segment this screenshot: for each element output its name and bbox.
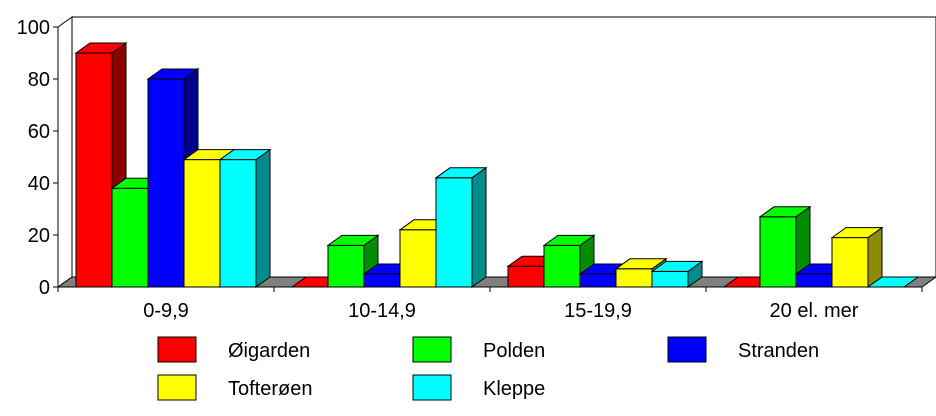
bar-Polden-15-19,9 <box>542 234 596 288</box>
y-tick-label: 0 <box>39 277 50 299</box>
legend-swatch <box>157 374 197 401</box>
legend-swatch <box>412 374 452 401</box>
bar-Tofterøen-20 el. mer <box>830 226 884 288</box>
legend-item-Kleppe: Kleppe <box>412 374 545 401</box>
x-axis: 0-9,9 10-14,9 15-19,9 20 el. mer <box>57 286 923 322</box>
y-axis: 0 20 40 60 80 100 <box>17 17 59 299</box>
legend-label: Tofterøen <box>228 378 312 400</box>
legend-swatch <box>412 336 452 363</box>
plot-area <box>56 16 936 288</box>
legend: Øigarden Polden Stranden Tofterøen Kleppe <box>157 336 819 401</box>
x-tick-label: 20 el. mer <box>770 300 859 322</box>
legend-label: Kleppe <box>483 378 545 400</box>
legend-label: Stranden <box>738 340 819 362</box>
y-tick-label: 80 <box>28 69 50 91</box>
x-tick-label: 0-9,9 <box>143 300 189 322</box>
legend-item-Polden: Polden <box>412 336 545 363</box>
y-tick-label: 60 <box>28 121 50 143</box>
y-tick-label: 40 <box>28 173 50 195</box>
legend-swatch <box>667 336 707 363</box>
legend-label: Øigarden <box>228 340 310 362</box>
x-tick-label: 15-19,9 <box>564 300 632 322</box>
y-tick-label: 100 <box>17 17 50 39</box>
y-tick-label: 20 <box>28 225 50 247</box>
legend-swatch <box>157 336 197 363</box>
bar-Kleppe-10-14,9 <box>434 166 488 288</box>
bar-Kleppe-15-19,9 <box>650 260 704 288</box>
legend-item-Tofterøen: Tofterøen <box>157 374 312 401</box>
legend-item-Øigarden: Øigarden <box>157 336 310 363</box>
side-wall <box>57 16 73 288</box>
bar-Kleppe-0-9,9 <box>218 148 272 288</box>
legend-item-Stranden: Stranden <box>667 336 819 363</box>
x-tick-label: 10-14,9 <box>348 300 416 322</box>
legend-label: Polden <box>483 340 545 362</box>
